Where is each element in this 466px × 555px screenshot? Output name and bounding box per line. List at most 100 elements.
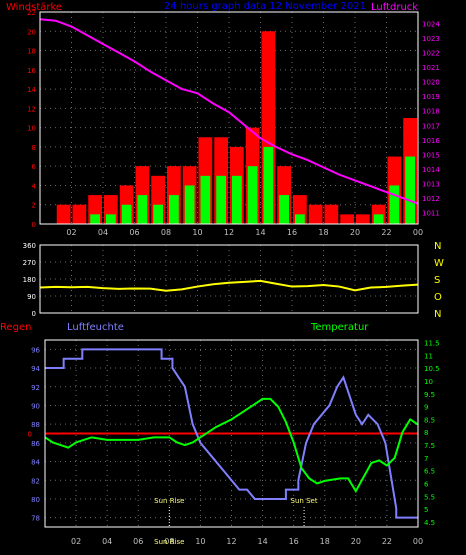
wind-gust-bar bbox=[308, 204, 323, 224]
x-tick-label: 02 bbox=[66, 228, 76, 237]
wind-avg-bar bbox=[90, 214, 100, 224]
x-tick-label: 04 bbox=[102, 537, 112, 546]
y-tick-label-wind: 16 bbox=[27, 67, 36, 75]
x-tick-label: 18 bbox=[318, 228, 328, 237]
y-tick-label-temperature: 11.5 bbox=[424, 340, 440, 348]
x-tick-label: 22 bbox=[382, 537, 392, 546]
y-tick-label-wind: 22 bbox=[27, 9, 36, 17]
y-tick-label-wind: 6 bbox=[32, 163, 37, 171]
y-tick-label-pressure: 1014 bbox=[422, 166, 440, 174]
x-tick-label: 20 bbox=[350, 228, 360, 237]
x-tick-label: 08 bbox=[161, 228, 171, 237]
x-tick-label: 04 bbox=[98, 228, 108, 237]
y-tick-label-wind: 8 bbox=[32, 144, 36, 152]
wind-avg-bar bbox=[106, 214, 116, 224]
y-tick-label-temperature: 8.5 bbox=[424, 416, 435, 424]
wind-avg-bar bbox=[232, 175, 242, 224]
wind-avg-bar bbox=[121, 204, 132, 224]
y-tick-label-temperature: 5 bbox=[424, 506, 428, 514]
panel-frame bbox=[44, 339, 419, 528]
x-tick-label: 16 bbox=[287, 228, 297, 237]
wind-gust-bar bbox=[324, 204, 339, 224]
pressure-line bbox=[39, 18, 419, 205]
temperature-axis-title: Temperatur bbox=[310, 322, 369, 333]
rain-zero-label: 0 bbox=[28, 431, 32, 439]
y-tick-label-temperature: 10.5 bbox=[424, 365, 440, 373]
y-tick-label-wind: 12 bbox=[27, 105, 36, 113]
y-tick-label-pressure: 1016 bbox=[422, 137, 440, 145]
panel-frame bbox=[39, 11, 419, 225]
y-tick-label-temperature: 9.5 bbox=[424, 391, 435, 399]
wind-avg-bar bbox=[405, 156, 415, 224]
x-tick-label: 22 bbox=[381, 228, 391, 237]
wind-avg-bar bbox=[137, 195, 148, 224]
y-tick-label-direction: 90 bbox=[27, 293, 36, 301]
x-tick-label: 20 bbox=[351, 537, 361, 546]
wind-gust-bar bbox=[72, 204, 87, 224]
y-tick-label-wind: 14 bbox=[27, 86, 36, 94]
sunset-label: Sun Set bbox=[291, 497, 318, 505]
x-tick-label: 12 bbox=[226, 537, 236, 546]
y-tick-label-temperature: 5.5 bbox=[424, 493, 435, 501]
x-tick-label: 12 bbox=[224, 228, 234, 237]
y-tick-label-humidity: 82 bbox=[31, 477, 40, 485]
wind-avg-bar bbox=[184, 185, 195, 224]
y-tick-label-pressure: 1023 bbox=[422, 35, 440, 43]
y-tick-label-humidity: 78 bbox=[31, 515, 40, 523]
rain-axis-title: Regen bbox=[0, 322, 32, 333]
x-tick-label: 00 bbox=[413, 228, 423, 237]
wind-avg-bar bbox=[153, 204, 163, 224]
y-tick-label-humidity: 96 bbox=[31, 346, 40, 354]
x-tick-label: 16 bbox=[289, 537, 299, 546]
y-tick-label-direction: 0 bbox=[32, 310, 36, 318]
wind-direction-line bbox=[39, 279, 419, 292]
x-tick-label: 08 bbox=[164, 537, 174, 546]
x-tick-label: 10 bbox=[192, 228, 202, 237]
y-tick-label-temperature: 6 bbox=[424, 480, 429, 488]
x-tick-label: 14 bbox=[257, 537, 267, 546]
y-tick-label-humidity: 92 bbox=[31, 384, 40, 392]
compass-label: W bbox=[434, 258, 444, 269]
wind-avg-bar bbox=[263, 146, 274, 224]
x-tick-label: 00 bbox=[413, 537, 423, 546]
y-tick-label-wind: 2 bbox=[32, 202, 36, 210]
y-tick-label-temperature: 6.5 bbox=[424, 468, 435, 476]
y-tick-label-wind: 0 bbox=[32, 221, 36, 229]
y-tick-label-pressure: 1017 bbox=[422, 122, 440, 130]
y-tick-label-pressure: 1020 bbox=[422, 79, 440, 87]
y-tick-label-humidity: 88 bbox=[31, 421, 40, 429]
sunrise-label: Sun Rise bbox=[154, 497, 184, 505]
y-tick-label-temperature: 7 bbox=[424, 455, 428, 463]
wind-avg-bar bbox=[373, 214, 384, 224]
x-tick-label: 18 bbox=[320, 537, 330, 546]
wind-avg-bar bbox=[200, 175, 211, 224]
humidity-axis-title: Luftfeuchte bbox=[67, 322, 124, 333]
compass-label: N bbox=[434, 309, 441, 320]
y-tick-label-temperature: 9 bbox=[424, 404, 428, 412]
wind-avg-bar bbox=[295, 214, 305, 224]
y-tick-label-temperature: 4.5 bbox=[424, 519, 435, 527]
wind-avg-bar bbox=[216, 175, 226, 224]
y-tick-label-pressure: 1018 bbox=[422, 108, 440, 116]
y-tick-label-humidity: 84 bbox=[31, 459, 40, 467]
panel-frame bbox=[39, 244, 419, 314]
y-tick-label-humidity: 86 bbox=[31, 440, 40, 448]
y-tick-label-wind: 18 bbox=[27, 48, 36, 56]
y-tick-label-humidity: 90 bbox=[31, 402, 40, 410]
wind-axis-title: Windstärke bbox=[6, 2, 62, 13]
sunrise-axis-label: Sun Rise bbox=[154, 538, 184, 546]
x-tick-label: 06 bbox=[133, 537, 143, 546]
x-tick-label: 06 bbox=[129, 228, 139, 237]
y-tick-label-pressure: 1012 bbox=[422, 195, 440, 203]
humidity-line bbox=[45, 348, 418, 519]
y-tick-label-pressure: 1022 bbox=[422, 50, 440, 58]
wind-gust-bar bbox=[340, 214, 354, 224]
x-tick-label: 14 bbox=[255, 228, 265, 237]
y-tick-label-pressure: 1021 bbox=[422, 64, 440, 72]
compass-label: S bbox=[434, 275, 440, 286]
y-tick-label-humidity: 80 bbox=[31, 496, 40, 504]
wind-avg-bar bbox=[279, 195, 289, 224]
temperature-line bbox=[44, 397, 419, 494]
